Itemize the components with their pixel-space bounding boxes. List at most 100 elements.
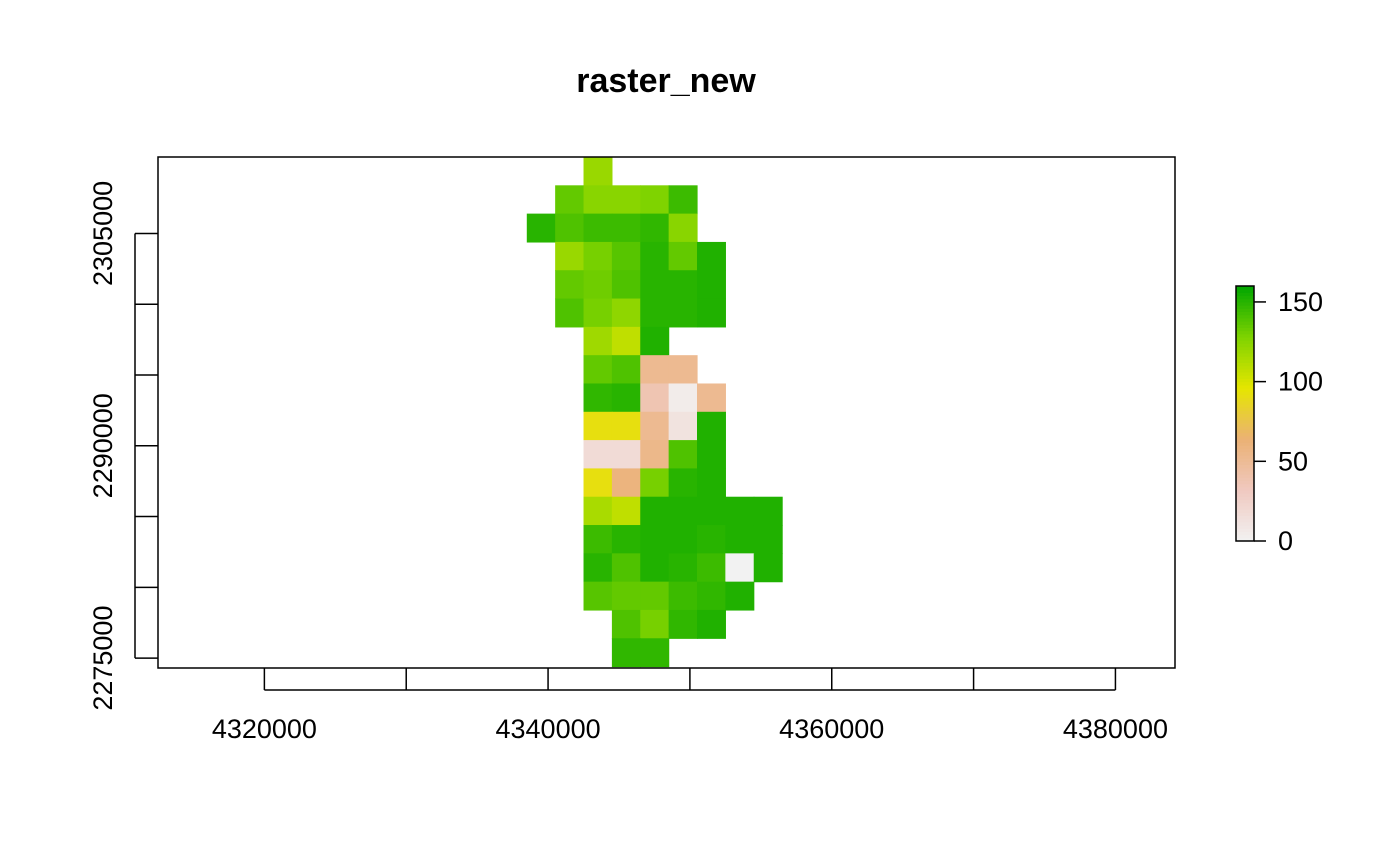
legend-tick-label: 150: [1278, 287, 1323, 317]
raster-cell: [611, 213, 641, 243]
legend-color-step: [1236, 356, 1254, 360]
legend-color-step: [1236, 330, 1254, 335]
raster-cell: [583, 468, 613, 498]
chart-title: raster_new: [576, 62, 756, 100]
legend-color-step: [1236, 525, 1254, 529]
legend-color-step: [1236, 419, 1254, 424]
legend-color-step: [1236, 490, 1254, 494]
legend-color-step: [1236, 461, 1254, 465]
legend-color-step: [1236, 403, 1254, 408]
legend-color-step: [1236, 429, 1254, 434]
legend-color-step: [1236, 435, 1254, 440]
legend-color-step: [1236, 400, 1254, 405]
raster-cell: [640, 609, 670, 639]
legend-color-step: [1236, 391, 1254, 395]
legend-color-step: [1236, 384, 1254, 389]
raster-cell: [611, 525, 641, 554]
raster-cell: [583, 581, 613, 611]
raster-cell: [611, 185, 641, 215]
raster-cell: [583, 213, 613, 243]
raster-cell: [640, 298, 670, 328]
raster-cell: [668, 241, 698, 271]
legend-color-step: [1236, 515, 1254, 520]
legend-frame: [1235, 285, 1255, 542]
raster-cell: [668, 383, 698, 413]
legend-color-step: [1236, 464, 1254, 469]
raster-cell: [640, 553, 670, 583]
legend-color-step: [1236, 509, 1254, 513]
raster-cell: [640, 496, 670, 526]
legend-color-step: [1236, 352, 1254, 357]
legend-color-step: [1236, 537, 1254, 542]
legend-color-step: [1236, 298, 1254, 303]
raster-cell: [725, 581, 755, 611]
legend-tick-label: 50: [1278, 446, 1308, 476]
legend-color-step: [1236, 493, 1254, 497]
legend-color-step: [1236, 477, 1254, 481]
raster-cell: [611, 383, 641, 413]
raster-cell: [640, 241, 670, 271]
legend-color-step: [1236, 480, 1254, 485]
raster-cell: [640, 355, 670, 385]
x-tick-label: 4360000: [779, 714, 884, 744]
raster-cell: [668, 355, 698, 385]
legend-color-step: [1236, 317, 1254, 322]
x-axis: 4320000 4340000 4360000 4380000: [212, 668, 1168, 744]
raster-cell: [668, 609, 698, 639]
raster-cell: [583, 157, 613, 186]
raster-cell: [583, 525, 613, 554]
legend-color-step: [1236, 454, 1254, 459]
y-tick-label: 2275000: [88, 606, 118, 711]
raster-cell: [668, 581, 698, 611]
raster-cell: [611, 355, 641, 385]
legend-color-step: [1236, 416, 1254, 421]
legend-color-step: [1236, 458, 1254, 462]
raster-cell: [640, 468, 670, 498]
raster-cell: [611, 326, 641, 356]
raster-cell: [668, 270, 698, 300]
legend-color-step: [1236, 521, 1254, 526]
raster-cell: [611, 638, 641, 668]
raster-cell: [583, 298, 613, 328]
legend-color-step: [1236, 375, 1254, 379]
raster-cell: [697, 298, 726, 328]
raster-cell: [583, 496, 613, 526]
legend-color-step: [1236, 442, 1254, 446]
raster-cell: [611, 496, 641, 526]
raster-cell: [583, 185, 613, 215]
legend-color-step: [1236, 286, 1254, 290]
legend-color-step: [1236, 486, 1254, 491]
legend-color-step: [1236, 368, 1254, 373]
raster-cell: [697, 496, 726, 526]
raster-cell: [555, 298, 585, 328]
legend-color-step: [1236, 474, 1254, 478]
raster-cell: [583, 241, 613, 271]
raster-cell: [697, 609, 726, 639]
legend-color-step: [1236, 308, 1254, 312]
raster-cell: [697, 241, 726, 271]
raster-cell: [611, 298, 641, 328]
raster-cell: [697, 411, 726, 441]
x-tick-label: 4340000: [496, 714, 601, 744]
legend-color-step: [1236, 362, 1254, 367]
legend-color-step: [1236, 528, 1254, 532]
x-tick-label: 4380000: [1063, 714, 1168, 744]
y-tick-label: 2290000: [88, 393, 118, 498]
legend-tick-label: 0: [1278, 526, 1293, 556]
raster-cell: [611, 468, 641, 498]
plot-frame: [157, 156, 1176, 669]
raster-cell: [668, 298, 698, 328]
raster-cell: [640, 270, 670, 300]
legend-color-step: [1236, 359, 1254, 363]
y-tick-label: 2305000: [88, 181, 118, 286]
raster-cell: [583, 326, 613, 356]
legend-color-step: [1236, 324, 1254, 328]
raster-cell: [555, 270, 585, 300]
raster-cell: [640, 581, 670, 611]
legend-color-step: [1236, 423, 1254, 427]
color-legend: 0 50 100 150: [1235, 285, 1323, 556]
raster-cell: [668, 185, 698, 215]
raster-cell: [611, 440, 641, 470]
raster-cell: [697, 440, 726, 470]
raster-cell: [611, 581, 641, 611]
